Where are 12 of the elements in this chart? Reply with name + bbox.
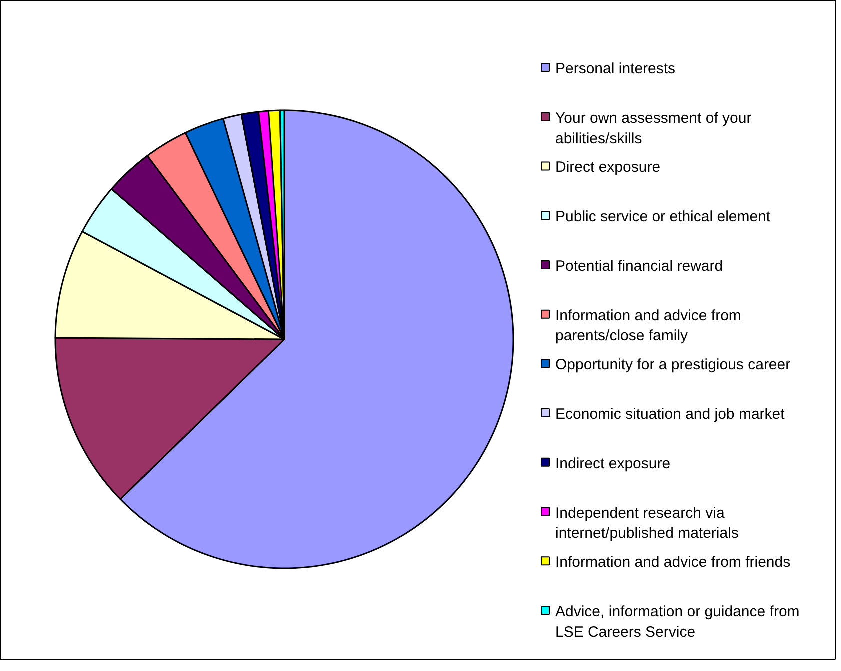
legend-label: Potential financial reward [556,258,724,275]
legend-label: Your own assessment of your abilities/skills [556,110,752,148]
legend-label: Personal interests [556,60,676,78]
legend-label: Independent research via internet/published materials [556,504,739,542]
legend-label: Indirect exposure [556,455,671,472]
legend-label: Economic situation and job market [556,406,786,424]
legend-label: Direct exposure [556,159,661,176]
legend-label: Advice, information or guidance from LSE Careers Service [556,604,800,641]
legend-label: Information and advice from friends [556,554,791,572]
legend-label: Information and advice from parents/close family [556,307,742,345]
legend-label: Public service or ethical element [556,208,772,226]
legend-label: Opportunity for a prestigious career [556,356,791,374]
